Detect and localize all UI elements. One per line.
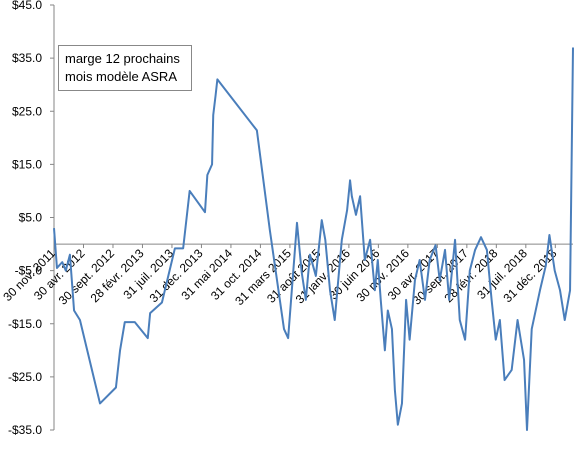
y-tick-label: -$35.0 [8, 423, 42, 437]
data-line [53, 47, 574, 431]
legend-entry: marge 12 prochains mois modèle ASRA [58, 45, 192, 91]
y-tick-label: -$25.0 [8, 370, 42, 384]
y-tick-label: $35.0 [12, 51, 42, 65]
y-tick-label: -$15.0 [8, 317, 42, 331]
y-tick-label: -$5.0 [15, 264, 43, 278]
y-tick-label: $5.0 [19, 211, 43, 225]
y-tick-label: $45.0 [12, 0, 42, 12]
y-tick-label: $25.0 [12, 104, 42, 118]
y-tick-label: $15.0 [12, 157, 42, 171]
